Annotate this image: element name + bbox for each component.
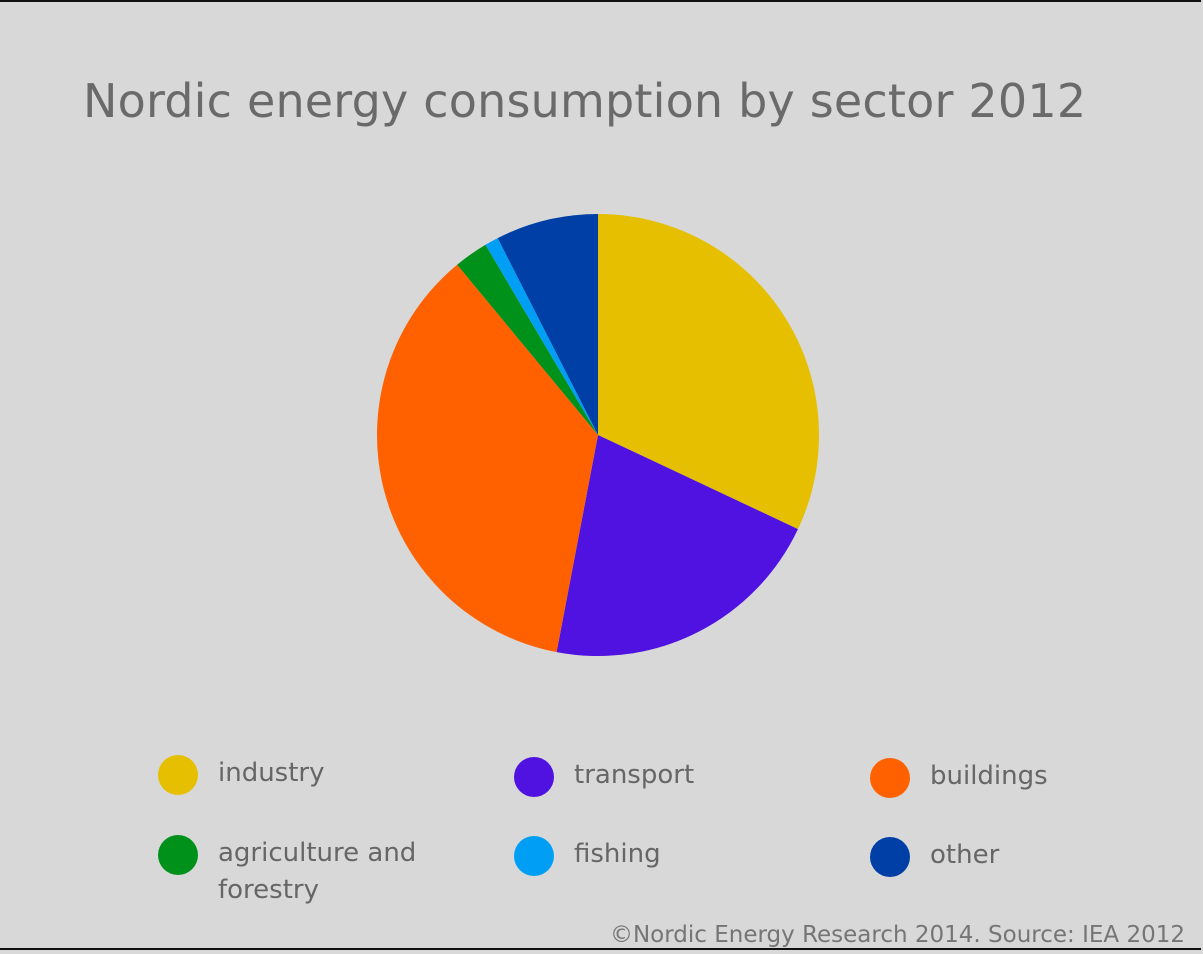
pie-slice-industry [598, 214, 819, 530]
legend-label: other [930, 840, 1000, 870]
source-credit: ©Nordic Energy Research 2014. Source: IE… [609, 922, 1185, 948]
chart-title: Nordic energy consumption by sector 2012 [83, 74, 1087, 128]
legend-label: agriculture and forestry [218, 838, 417, 905]
legend-swatch [158, 755, 198, 795]
legend-swatch [514, 757, 554, 797]
pie-slice-transport [556, 435, 798, 656]
legend-label: industry [218, 758, 325, 788]
pie-slice-other [497, 214, 598, 435]
legend-label: buildings [930, 761, 1048, 791]
legend-swatch [870, 837, 910, 877]
legend-swatch [158, 835, 198, 875]
legend-swatch [514, 836, 554, 876]
pie-slice-buildings [377, 264, 598, 653]
legend-label: transport [574, 760, 695, 790]
pie-chart [377, 214, 819, 656]
pie-slice-fishing [485, 238, 598, 435]
pie-slice-agriculture-and-forestry [457, 244, 598, 435]
legend-label: fishing [574, 839, 661, 869]
legend-swatch [870, 758, 910, 798]
